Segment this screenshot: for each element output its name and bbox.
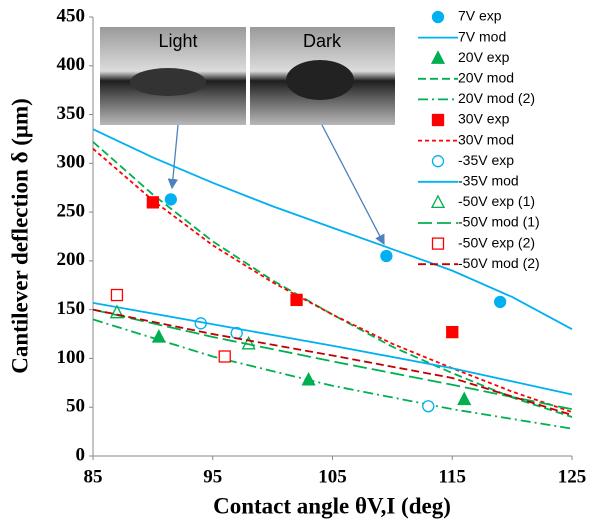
series-line <box>93 303 572 395</box>
y-tick-label: 100 <box>57 347 86 368</box>
arrow <box>322 125 384 244</box>
legend-swatch <box>433 115 444 126</box>
y-tick-label: 0 <box>76 444 86 465</box>
legend-label: 20V exp <box>458 49 510 65</box>
data-point <box>495 296 506 307</box>
x-axis-label: Contact angle θV,I (deg) <box>213 493 451 518</box>
legend-label: -50V exp (2) <box>458 234 535 250</box>
data-point <box>458 393 470 405</box>
legend-label: 7V mod <box>458 28 506 44</box>
legend-label: 7V exp <box>458 8 502 24</box>
data-point <box>219 351 230 362</box>
y-tick-label: 400 <box>57 54 86 75</box>
legend-label: -35V mod <box>458 173 519 189</box>
legend-label: 30V exp <box>458 111 510 127</box>
legend-label: -50V mod (1) <box>458 214 540 230</box>
droplet <box>130 68 206 96</box>
series-line <box>93 310 572 415</box>
droplet <box>286 60 354 100</box>
x-tick-label: 125 <box>558 466 587 487</box>
data-point <box>447 327 458 338</box>
data-point <box>165 194 176 205</box>
legend-label: 20V mod <box>458 70 514 86</box>
x-tick-label: 95 <box>203 466 222 487</box>
x-tick-label: 115 <box>439 466 466 487</box>
legend-swatch <box>433 156 444 167</box>
data-point <box>291 294 302 305</box>
x-tick-label: 105 <box>318 466 347 487</box>
legend-label: 30V mod <box>458 131 514 147</box>
legend-swatch <box>433 238 444 249</box>
legend-label: 20V mod (2) <box>458 90 535 106</box>
y-tick-label: 150 <box>57 298 86 319</box>
y-axis-label: Cantilever deflection δ (μm) <box>7 98 32 374</box>
legend-label: -35V exp <box>458 152 514 168</box>
data-point <box>381 251 392 262</box>
y-tick-label: 50 <box>66 396 85 417</box>
legend-label: -50V exp (1) <box>458 193 535 209</box>
data-point <box>147 197 158 208</box>
legend-swatch <box>433 12 444 23</box>
legend-swatch <box>432 196 444 208</box>
y-tick-label: 450 <box>57 5 86 26</box>
x-tick-label: 85 <box>84 466 103 487</box>
series-line <box>93 319 572 428</box>
data-point <box>111 290 122 301</box>
arrow <box>172 125 178 188</box>
y-tick-label: 250 <box>57 200 86 221</box>
y-tick-label: 350 <box>57 103 86 124</box>
data-point <box>423 401 434 412</box>
legend-label: -50V mod (2) <box>458 255 540 271</box>
annotation: Light <box>158 31 197 51</box>
annotation: Dark <box>303 31 342 51</box>
y-tick-label: 200 <box>57 249 86 270</box>
legend-swatch <box>432 52 444 64</box>
chart: Light Dark Cantilever deflection δ (μm) … <box>0 0 590 526</box>
y-tick-label: 300 <box>57 152 86 173</box>
